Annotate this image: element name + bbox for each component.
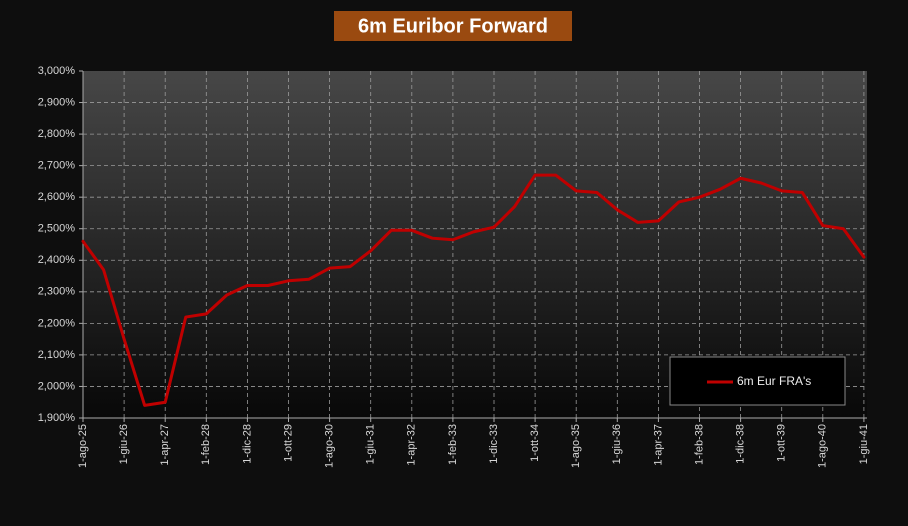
- y-tick-label: 2,100%: [38, 349, 76, 361]
- grid: 1,900% 2,000% 2,100% 2,200% 2,300% 2,400% 2,50…: [38, 65, 870, 468]
- legend: 6m Eur FRA's: [707, 374, 811, 388]
- x-tick-label: 1-apr-27: [159, 424, 171, 466]
- x-tick-label: 1-ago-35: [570, 424, 582, 468]
- x-tick-label: 1-ott-39: [776, 424, 788, 462]
- y-tick-label: 2,600%: [38, 191, 76, 203]
- x-tick-label: 1-feb-28: [200, 424, 212, 465]
- x-tick-label: 1-ago-25: [77, 424, 89, 468]
- chart-title: 6m Euribor Forward: [358, 15, 548, 37]
- x-tick-label: 1-ott-29: [282, 424, 294, 462]
- x-tick-label: 1-giu-31: [365, 424, 377, 464]
- x-tick-label: 1-feb-33: [447, 424, 459, 465]
- legend-label: 6m Eur FRA's: [737, 374, 811, 388]
- title-box: [334, 11, 572, 41]
- x-tick-label: 1-dic-38: [735, 424, 747, 464]
- x-tick-label: 1-dic-28: [241, 424, 253, 464]
- legend-box: [669, 356, 846, 406]
- x-tick-label: 1-ago-30: [324, 424, 336, 468]
- x-tick-label: 1-giu-41: [858, 424, 870, 464]
- y-tick-label: 3,000%: [38, 65, 76, 77]
- y-tick-label: 2,200%: [38, 317, 76, 329]
- y-tick-label: 1,900%: [38, 412, 76, 424]
- y-tick-label: 2,900%: [38, 96, 76, 108]
- x-tick-label: 1-ago-40: [817, 424, 829, 468]
- x-tick-label: 1-ott-34: [529, 424, 541, 462]
- y-tick-label: 2,300%: [38, 286, 76, 298]
- series-line: [81, 173, 866, 407]
- y-tick-label: 2,800%: [38, 128, 76, 140]
- y-tick-label: 2,000%: [38, 380, 76, 392]
- x-tick-label: 1-dic-33: [488, 424, 500, 464]
- y-tick-label: 2,500%: [38, 223, 76, 235]
- marks: [81, 173, 866, 407]
- x-tick-label: 1-feb-38: [693, 424, 705, 465]
- x-tick-label: 1-apr-32: [406, 424, 418, 466]
- y-tick-label: 2,700%: [38, 160, 76, 172]
- x-tick-label: 1-giu-26: [118, 424, 130, 464]
- x-tick-label: 1-giu-36: [611, 424, 623, 464]
- x-tick-label: 1-apr-37: [652, 424, 664, 466]
- y-tick-label: 2,400%: [38, 254, 76, 266]
